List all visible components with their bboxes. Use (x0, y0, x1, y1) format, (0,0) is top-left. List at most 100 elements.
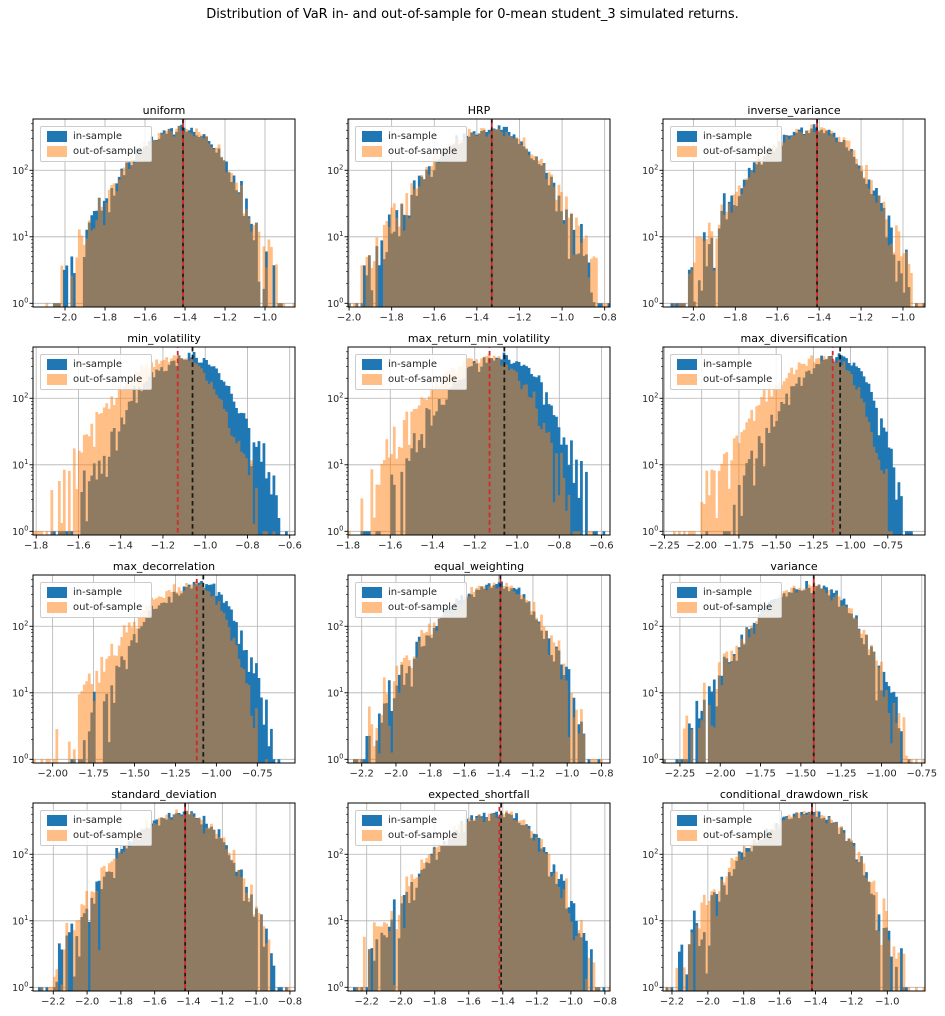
svg-text:−2.0: −2.0 (681, 313, 705, 324)
legend-label-out-of-sample: out-of-sample (388, 602, 458, 613)
out-of-sample-swatch (677, 374, 697, 385)
svg-text:101: 101 (12, 914, 28, 928)
svg-text:101: 101 (327, 230, 343, 244)
out-of-sample-swatch (677, 602, 697, 613)
svg-text:−1.4: −1.4 (109, 541, 133, 552)
out-of-sample-swatch (362, 146, 382, 157)
svg-text:102: 102 (12, 391, 28, 405)
legend-label-out-of-sample: out-of-sample (388, 146, 458, 157)
svg-text:−1.8: −1.8 (109, 997, 133, 1008)
subplot-equal-weighting: −2.2 −2.0 −1.8 −1.6 −1.4 −1.2 −1.0 −0.8 100 101 10… (315, 555, 630, 783)
in-sample-swatch (47, 587, 67, 598)
legend-label-in-sample: in-sample (73, 131, 123, 142)
svg-text:−1.0: −1.0 (550, 313, 574, 324)
svg-text:−2.00: −2.00 (37, 769, 68, 780)
legend: in-sample out-of-sample (355, 810, 468, 846)
subplot-variance: −2.25 −2.00 −1.75 −1.50 −1.25 −1.00 −0.75 100 10… (630, 555, 945, 783)
svg-text:102: 102 (12, 619, 28, 633)
svg-text:101: 101 (12, 230, 28, 244)
subplot-title: uniform (142, 104, 186, 117)
svg-text:−0.8: −0.8 (278, 997, 302, 1008)
subplot-max-return-min-volatility: −1.8 −1.6 −1.4 −1.2 −1.0 −0.8 −0.6 100 101 102 ma… (315, 327, 630, 555)
svg-text:−1.75: −1.75 (745, 769, 776, 780)
histogram-plot: −2.25 −2.00 −1.75 −1.50 −1.25 −1.00 −0.75 100 10… (642, 574, 937, 780)
subplot-standard-deviation: −2.2 −2.0 −1.8 −1.6 −1.4 −1.2 −1.0 −0.8 100 101 10… (0, 783, 315, 1011)
in-sample-swatch (362, 359, 382, 370)
svg-text:−2.0: −2.0 (696, 997, 720, 1008)
svg-text:−2.0: −2.0 (389, 997, 413, 1008)
svg-text:100: 100 (642, 752, 658, 766)
subplot-max-diversification: −2.25 −2.00 −1.75 −1.50 −1.25 −1.00 −0.75 100 10… (630, 327, 945, 555)
legend: in-sample out-of-sample (670, 810, 783, 846)
in-sample-swatch (47, 131, 67, 142)
svg-text:−1.8: −1.8 (423, 997, 447, 1008)
out-of-sample-swatch (362, 374, 382, 385)
svg-text:−1.8: −1.8 (723, 313, 747, 324)
legend-label-out-of-sample: out-of-sample (73, 146, 143, 157)
out-of-sample-swatch (47, 830, 67, 841)
subplot-title: min_volatility (127, 332, 201, 345)
legend: in-sample out-of-sample (355, 354, 468, 390)
histogram-plot: −1.8 −1.6 −1.4 −1.2 −1.0 −0.8 −0.6 100 101 102 (327, 346, 614, 552)
svg-text:101: 101 (327, 458, 343, 472)
in-sample-swatch (47, 359, 67, 370)
svg-text:102: 102 (12, 163, 28, 177)
svg-text:100: 100 (642, 296, 658, 310)
svg-text:−2.2: −2.2 (660, 997, 684, 1008)
svg-text:−1.4: −1.4 (807, 313, 831, 324)
svg-text:−1.25: −1.25 (798, 541, 829, 552)
legend: in-sample out-of-sample (670, 354, 783, 390)
legend-label-in-sample: in-sample (388, 359, 438, 370)
subplot-inverse-variance: −2.0 −1.8 −1.6 −1.4 −1.2 −1.0 100 101 102 invers… (630, 99, 945, 327)
svg-text:−1.6: −1.6 (452, 769, 476, 780)
svg-text:−1.4: −1.4 (420, 541, 444, 552)
out-of-sample-swatch (47, 146, 67, 157)
svg-text:−1.4: −1.4 (491, 997, 515, 1008)
svg-text:102: 102 (327, 391, 343, 405)
svg-text:−0.75: −0.75 (906, 769, 937, 780)
out-of-sample-swatch (362, 830, 382, 841)
svg-text:101: 101 (642, 686, 658, 700)
subplot-title: max_return_min_volatility (407, 332, 551, 345)
subplot-title: max_decorrelation (112, 560, 216, 573)
svg-text:−1.4: −1.4 (487, 769, 511, 780)
svg-text:101: 101 (327, 914, 343, 928)
svg-text:−1.8: −1.8 (732, 997, 756, 1008)
legend-label-out-of-sample: out-of-sample (388, 830, 458, 841)
subplot-title: standard_deviation (111, 788, 217, 801)
svg-text:−2.25: −2.25 (649, 541, 680, 552)
in-sample-swatch (362, 587, 382, 598)
in-sample-swatch (362, 131, 382, 142)
subplot-conditional-drawdown-risk: −2.2 −2.0 −1.8 −1.6 −1.4 −1.2 −1.0 100 101 102 co… (630, 783, 945, 1011)
svg-text:−1.50: −1.50 (786, 769, 817, 780)
svg-text:102: 102 (327, 847, 343, 861)
svg-text:101: 101 (642, 458, 658, 472)
svg-text:−1.4: −1.4 (465, 313, 489, 324)
histogram-plot: −2.2 −2.0 −1.8 −1.6 −1.4 −1.2 −1.0 −0.8 100 101 10… (327, 802, 617, 1008)
svg-text:100: 100 (642, 980, 658, 994)
legend-label-out-of-sample: out-of-sample (73, 374, 143, 385)
legend: in-sample out-of-sample (355, 126, 468, 162)
histogram-plot: −2.00 −1.75 −1.50 −1.25 −1.00 −0.75 100 101 102 (12, 574, 296, 780)
svg-text:−0.8: −0.8 (547, 541, 571, 552)
subplot-title: conditional_drawdown_risk (719, 788, 869, 801)
in-sample-swatch (677, 131, 697, 142)
svg-text:−0.75: −0.75 (242, 769, 273, 780)
svg-text:−1.2: −1.2 (849, 313, 873, 324)
in-sample-swatch (47, 815, 67, 826)
legend-label-in-sample: in-sample (703, 815, 753, 826)
svg-text:−1.75: −1.75 (724, 541, 755, 552)
svg-text:−1.6: −1.6 (422, 313, 446, 324)
svg-text:−2.0: −2.0 (75, 997, 99, 1008)
svg-text:102: 102 (642, 163, 658, 177)
svg-text:−1.6: −1.6 (767, 997, 791, 1008)
svg-text:−1.6: −1.6 (133, 313, 157, 324)
out-of-sample-swatch (362, 602, 382, 613)
legend-label-in-sample: in-sample (73, 815, 123, 826)
legend: in-sample out-of-sample (40, 354, 153, 390)
in-sample-swatch (362, 815, 382, 826)
legend-label-out-of-sample: out-of-sample (703, 602, 773, 613)
svg-text:−1.50: −1.50 (119, 769, 150, 780)
svg-text:−1.0: −1.0 (253, 313, 277, 324)
svg-text:−0.8: −0.8 (593, 313, 617, 324)
